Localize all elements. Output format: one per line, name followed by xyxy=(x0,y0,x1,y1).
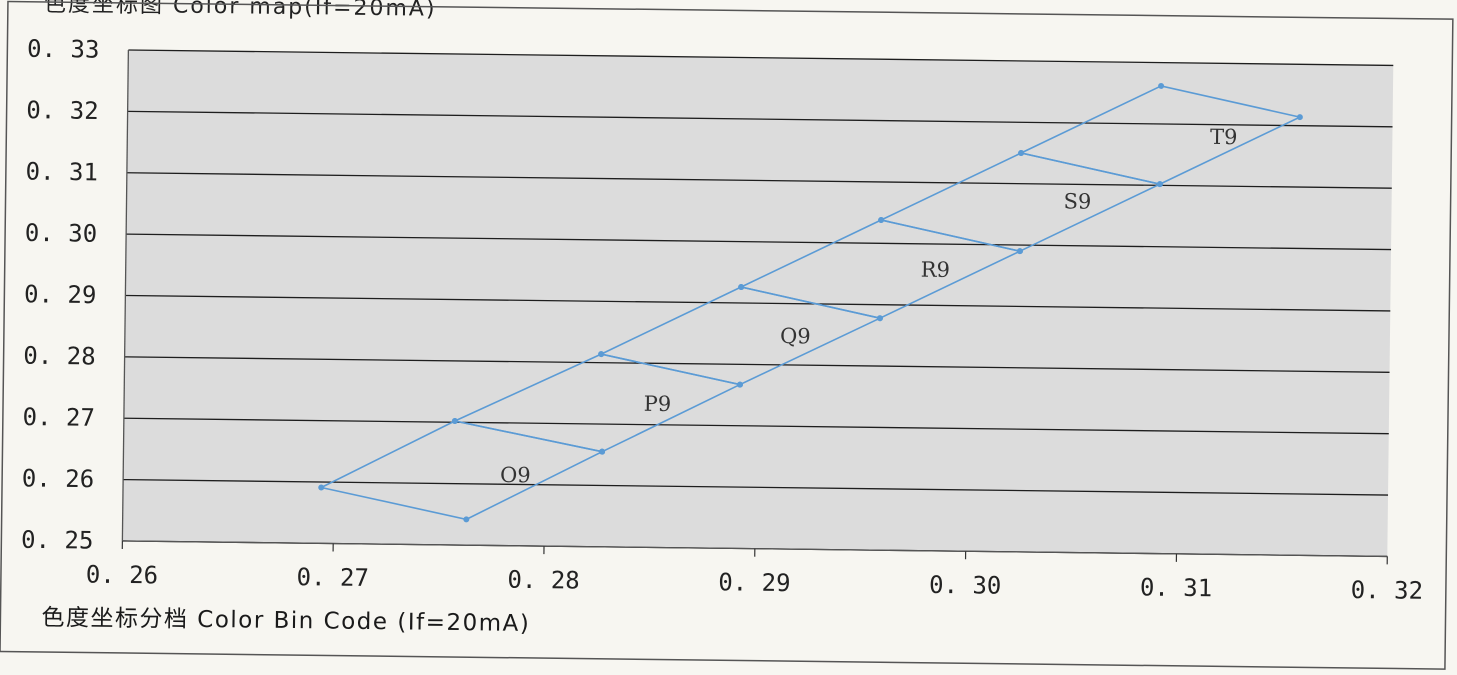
bin-label-t9: T9 xyxy=(1210,125,1238,149)
y-tick-label: 0. 30 xyxy=(25,219,98,248)
x-tick-label: 0. 28 xyxy=(507,566,580,595)
bin-label-s9: S9 xyxy=(1063,189,1091,213)
bin-label-p9: P9 xyxy=(644,392,672,416)
y-tick-label: 0. 29 xyxy=(24,280,97,309)
x-tick-label: 0. 30 xyxy=(929,571,1002,600)
bin-label-o9: O9 xyxy=(500,463,531,487)
y-tick-label: 0. 28 xyxy=(23,342,96,371)
y-tick-label: 0. 32 xyxy=(26,96,99,125)
y-tick-label: 0. 25 xyxy=(21,526,94,555)
y-tick-label: 0. 31 xyxy=(25,158,98,187)
y-tick-label: 0. 26 xyxy=(22,464,95,493)
y-tick-label: 0. 33 xyxy=(27,35,100,64)
x-tick-label: 0. 32 xyxy=(1351,576,1424,605)
x-tick-label: 0. 27 xyxy=(296,563,369,592)
x-tick-label: 0. 26 xyxy=(86,561,159,590)
bin-label-q9: Q9 xyxy=(780,324,811,348)
x-tick-label: 0. 29 xyxy=(718,568,791,597)
x-tick-label: 0. 31 xyxy=(1140,573,1213,602)
bin-label-r9: R9 xyxy=(921,258,950,282)
y-tick-label: 0. 27 xyxy=(22,403,95,432)
x-axis-label: 色度坐标分档 Color Bin Code (If=20mA) xyxy=(41,598,530,638)
plot-area: 0. 25 0. 26 0. 27 0. 28 0. 29 0. 30 0. 31 0. 32… xyxy=(21,35,1430,605)
